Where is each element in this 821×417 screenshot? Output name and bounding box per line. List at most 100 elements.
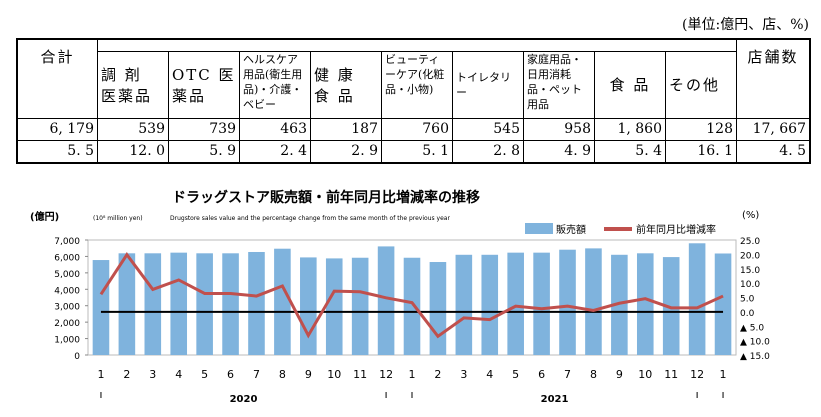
- table-cell: 760: [381, 117, 453, 141]
- sales-bar: [118, 253, 136, 355]
- sales-bar: [351, 257, 369, 355]
- y2-tick-label: ▲ 5.0: [740, 323, 764, 333]
- y2-tick-label: 0.0: [740, 309, 755, 319]
- sales-bar: [170, 252, 188, 355]
- table-cell: 187: [310, 117, 382, 141]
- table-cell: 4. 5: [736, 139, 811, 163]
- sales-bar: [455, 254, 473, 355]
- change-line: [99, 252, 724, 339]
- header-stores: 店舗数: [736, 38, 811, 119]
- x-tick-label: 2: [123, 368, 130, 381]
- header-col: ヘルスケア用品(衛生用品)・介護・ベビー: [239, 50, 311, 119]
- table-cell: 739: [168, 117, 240, 141]
- table-cell: 17, 667: [736, 117, 811, 141]
- unit-label: (単位:億円、店、%): [682, 17, 809, 33]
- header-col: 食 品: [594, 50, 666, 119]
- table-cell: 5. 5: [16, 139, 98, 163]
- legend-bar-swatch: [525, 223, 553, 234]
- sales-table: 合計 店舗数 調 剤 医薬品 OTC 医薬品 ヘルスケア用品(衛生用品)・介護・…: [16, 38, 811, 164]
- header-col: ビューティーケア(化粧品・小物): [381, 50, 453, 119]
- sales-bar: [585, 248, 602, 355]
- y2-tick-label: 10.0: [740, 280, 760, 290]
- table-cell: 6, 179: [16, 117, 98, 141]
- legend-line-label: 前年同月比増減率: [636, 223, 716, 236]
- sales-bar: [507, 252, 524, 355]
- sales-bar: [403, 257, 421, 355]
- x-tick-label: 4: [175, 368, 182, 381]
- sales-bar: [144, 253, 162, 355]
- table-cell: 128: [665, 117, 737, 141]
- sales-bar: [274, 248, 291, 355]
- table-cell: 2. 8: [452, 139, 524, 163]
- table-cell: 5. 9: [168, 139, 240, 163]
- table-cell: 16. 1: [665, 139, 737, 163]
- chart: ドラッグストア販売額・前年同月比増減率の推移 (億円) (10⁸ million…: [30, 189, 770, 405]
- table-cell: 5. 4: [594, 139, 666, 163]
- y2-tick-label: 15.0: [740, 266, 760, 276]
- x-tick-label: 11: [664, 368, 678, 381]
- change-row: 5. 5 12. 0 5. 9 2. 4 2. 9 5. 1 2. 8 4. 9 5. 4 16.…: [16, 139, 811, 163]
- sales-bar: [429, 262, 447, 355]
- x-tick-label: 8: [590, 368, 597, 381]
- y2-tick-label: ▲ 15.0: [740, 352, 770, 362]
- x-tick-label: 8: [279, 368, 286, 381]
- y2-tick-label: 25.0: [740, 237, 760, 247]
- table-cell: 4. 9: [523, 139, 595, 163]
- x-tick-label: 6: [538, 368, 545, 381]
- x-tick-label: 1: [720, 368, 727, 381]
- x-tick-label: 9: [616, 368, 623, 381]
- chart-title: ドラッグストア販売額・前年同月比増減率の推移: [172, 189, 480, 206]
- header-col: 調 剤 医薬品: [97, 50, 169, 119]
- sales-bar: [196, 253, 213, 355]
- x-tick-label: 9: [305, 368, 312, 381]
- x-tick-label: 12: [690, 368, 704, 381]
- table-cell: 463: [239, 117, 311, 141]
- sales-bar: [533, 252, 550, 355]
- table-cell: 958: [523, 117, 595, 141]
- chart-subtitle: Drugstore sales value and the percentage…: [170, 215, 450, 222]
- x-tick-label: 12: [379, 368, 393, 381]
- x-tick-label: 10: [638, 368, 652, 381]
- year-label: 2020: [230, 394, 258, 405]
- sales-bar: [559, 249, 576, 355]
- sales-bar: [714, 253, 732, 355]
- legend-bar-label: 販売額: [556, 223, 586, 236]
- sales-bar: [92, 260, 110, 355]
- y-tick-label: 0: [74, 352, 80, 362]
- x-tick-label: 5: [201, 368, 208, 381]
- sales-bar: [636, 253, 654, 355]
- y2-tick-label: 20.0: [740, 251, 760, 261]
- sales-row: 6, 179 539 739 463 187 760 545 958 1, 860 128 17, …: [16, 117, 811, 141]
- sales-bar: [222, 253, 239, 355]
- x-tick-label: 6: [227, 368, 234, 381]
- x-tick-label: 4: [486, 368, 493, 381]
- year-label: 2021: [541, 394, 569, 405]
- x-tick-label: 3: [149, 368, 156, 381]
- table-cell: 2. 4: [239, 139, 311, 163]
- sales-bar: [688, 243, 706, 355]
- header-col: 家庭用品・日用消耗品・ペット用品: [523, 50, 595, 119]
- header-col: 健 康 食 品: [310, 50, 382, 119]
- y-tick-label: 6,000: [54, 253, 80, 263]
- x-tick-label: 7: [564, 368, 571, 381]
- x-tick-label: 5: [512, 368, 519, 381]
- x-tick-label: 10: [327, 368, 341, 381]
- sales-bar: [377, 246, 395, 355]
- table-cell: 12. 0: [97, 139, 169, 163]
- sales-bar: [325, 258, 343, 355]
- header-col: トイレタリー: [452, 50, 524, 119]
- table-cell: 2. 9: [310, 139, 382, 163]
- sales-bar: [248, 251, 265, 355]
- y-tick-label: 2,000: [54, 319, 80, 329]
- y-axis-label-en: (10⁸ million yen): [93, 215, 143, 222]
- x-tick-label: 1: [97, 368, 104, 381]
- header-col: OTC 医薬品: [168, 50, 240, 119]
- x-tick-label: 7: [253, 368, 260, 381]
- sales-bar: [611, 254, 628, 355]
- x-tick-label: 3: [460, 368, 467, 381]
- header-total: 合計: [16, 38, 98, 119]
- table-cell: 545: [452, 117, 524, 141]
- x-tick-label: 11: [353, 368, 367, 381]
- y2-axis-label: (%): [742, 210, 759, 221]
- y-tick-label: 1,000: [54, 336, 80, 346]
